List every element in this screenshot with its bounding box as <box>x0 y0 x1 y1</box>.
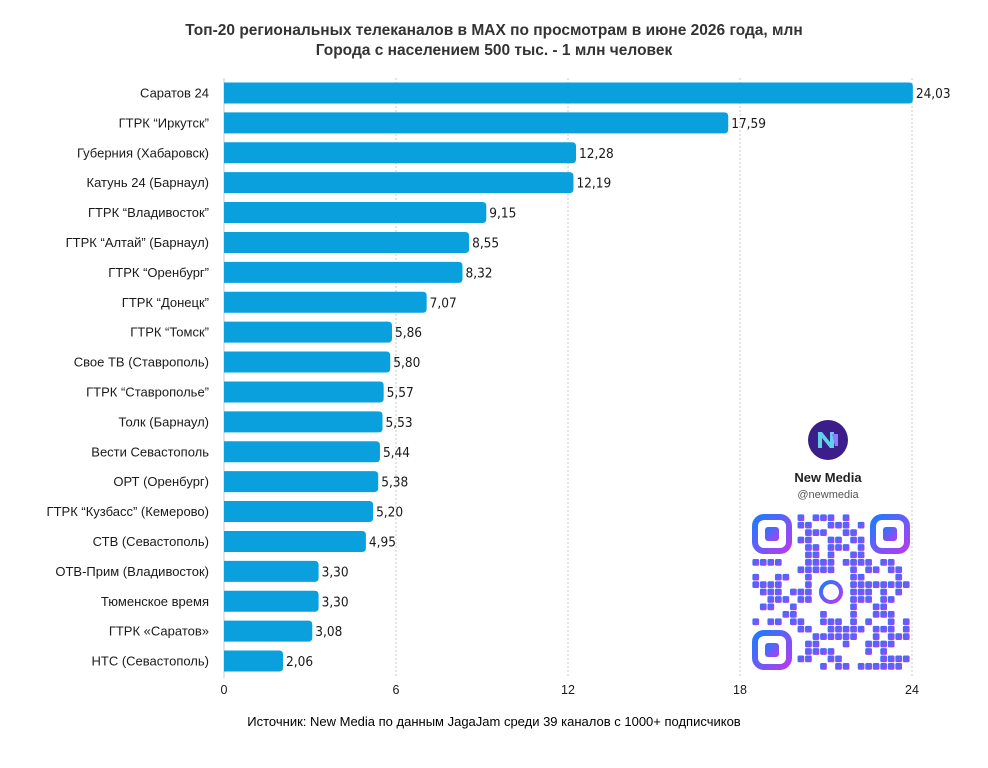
bar <box>224 142 577 164</box>
category-label: ГТРК “Донецк” <box>122 295 209 310</box>
value-label: 8,32 <box>466 265 493 281</box>
category-label: Саратов 24 <box>140 85 209 100</box>
value-label: 5,38 <box>381 475 408 491</box>
category-label: ГТРК “Иркутск” <box>119 115 209 130</box>
value-label: 3,30 <box>322 564 349 580</box>
value-label: 5,57 <box>387 385 414 401</box>
category-label: ГТРК “Владивосток” <box>88 205 209 220</box>
bar <box>224 411 383 433</box>
chart-title: Топ-20 региональных телеканалов в MAX по… <box>185 22 803 39</box>
bar <box>224 231 470 253</box>
value-label: 5,44 <box>383 445 410 461</box>
value-label: 8,55 <box>472 235 499 251</box>
chart-subtitle: Города с населением 500 тыс. - 1 млн чел… <box>315 42 673 59</box>
value-label: 2,06 <box>286 654 313 670</box>
category-label: ГТРК “Ставрополье” <box>86 384 209 399</box>
value-label: 9,15 <box>489 206 516 222</box>
bar <box>224 291 427 313</box>
bar <box>224 650 284 672</box>
category-label: ГТРК “Оренбург” <box>108 265 209 280</box>
bar <box>224 381 384 403</box>
brand-handle: @newmedia <box>797 489 859 501</box>
category-label: Губерния (Хабаровск) <box>77 145 209 160</box>
value-label: 5,80 <box>393 355 420 371</box>
value-label: 7,07 <box>430 295 457 311</box>
bar <box>224 441 380 463</box>
x-tick-label: 12 <box>561 683 575 697</box>
bar <box>224 351 391 373</box>
brand-name: New Media <box>794 470 862 485</box>
bar <box>224 172 574 194</box>
bar <box>224 112 729 134</box>
x-tick-label: 6 <box>393 683 400 697</box>
category-label: ГТРК “Алтай” (Барнаул) <box>66 235 209 250</box>
category-label: ОТВ-Прим (Владивосток) <box>55 564 209 579</box>
bar <box>224 560 319 582</box>
bar <box>224 471 379 493</box>
bar-chart: 0 6 12 18 24 Саратов 24 24,03 ГТРК “Иркутск” 17,… <box>47 78 951 697</box>
bar <box>224 620 313 642</box>
x-tick-label: 24 <box>905 683 919 697</box>
bar <box>224 261 463 283</box>
category-label: Толк (Барнаул) <box>119 414 209 429</box>
value-label: 17,59 <box>731 116 766 132</box>
category-label: СТВ (Севастополь) <box>93 534 209 549</box>
category-label: Катунь 24 (Барнаул) <box>87 175 209 190</box>
value-label: 12,19 <box>576 176 611 192</box>
category-label: Тюменское время <box>101 594 209 609</box>
value-label: 3,08 <box>315 624 342 640</box>
bar <box>224 321 392 343</box>
bar <box>224 501 374 523</box>
x-tick-label: 0 <box>221 683 228 697</box>
bar <box>224 82 913 104</box>
value-label: 4,95 <box>369 534 396 550</box>
category-label: НТС (Севастополь) <box>92 654 209 669</box>
category-label: Свое ТВ (Ставрополь) <box>74 355 209 370</box>
category-label: ГТРК «Саратов» <box>109 624 209 639</box>
value-label: 24,03 <box>916 86 951 102</box>
x-tick-label: 18 <box>733 683 747 697</box>
value-label: 5,20 <box>376 505 403 521</box>
value-label: 12,28 <box>579 146 614 162</box>
category-label: Вести Севастополь <box>91 444 209 459</box>
source-note: Источник: New Media по данным JagaJam ср… <box>247 714 741 729</box>
bar <box>224 590 319 612</box>
category-label: ГТРК “Кузбасс” (Кемерово) <box>47 504 209 519</box>
value-label: 5,86 <box>395 325 422 341</box>
category-label: ОРТ (Оренбург) <box>113 474 209 489</box>
qr-code-icon[interactable] <box>752 514 910 670</box>
new-media-logo-icon <box>808 420 848 460</box>
bar <box>224 202 487 224</box>
category-label: ГТРК “Томск” <box>130 325 209 340</box>
value-label: 5,53 <box>386 415 413 431</box>
bar <box>224 530 366 552</box>
value-label: 3,30 <box>322 594 349 610</box>
